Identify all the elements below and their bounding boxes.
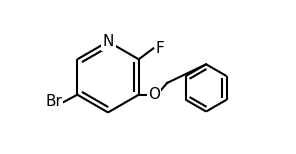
Text: O: O <box>148 87 160 102</box>
Text: F: F <box>155 41 164 56</box>
Text: Br: Br <box>45 95 62 109</box>
Text: N: N <box>102 34 114 49</box>
